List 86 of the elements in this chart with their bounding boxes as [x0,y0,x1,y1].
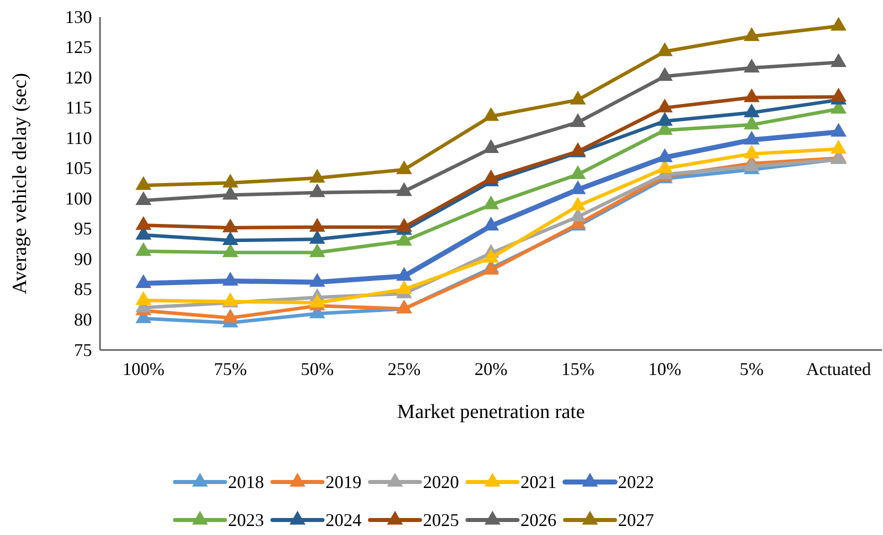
point [830,16,847,31]
point [656,98,673,112]
point [483,248,499,263]
point [483,107,499,121]
legend-label: 2026 [520,510,556,530]
y-tick-label: 80 [74,309,92,330]
y-tick-label: 115 [66,98,92,118]
x-tick-label: Actuated [806,358,872,379]
legend-label: 2021 [520,472,556,492]
point [570,90,586,105]
point [744,144,760,158]
point [309,243,326,258]
point [222,272,238,286]
point [656,112,673,126]
y-tick-label: 95 [74,218,92,239]
y-tick-label: 75 [74,340,92,360]
y-tick-label: 110 [66,128,92,148]
x-tick-label: 100% [122,358,164,379]
point [135,242,152,256]
point [309,230,326,244]
point [830,122,847,137]
point [135,291,152,305]
legend-label: 2024 [326,510,362,530]
point [744,130,760,145]
point [744,157,760,172]
point [656,67,673,81]
point [309,183,326,198]
y-axis-title: Average vehicle delay (sec) [9,72,31,294]
point [744,88,760,102]
point [135,191,152,206]
point [222,218,238,232]
point [222,174,238,188]
y-tick-label: 120 [65,67,92,88]
point [830,88,847,102]
point [570,165,586,180]
y-tick-label: 125 [65,37,92,58]
x-tick-label: 75% [214,358,247,379]
y-tick-label: 105 [65,158,92,178]
x-tick-label: 50% [300,358,334,379]
point [744,27,760,41]
point [744,103,760,118]
point [222,231,238,246]
legend-label: 2023 [228,510,264,530]
x-tick-label: 15% [561,358,594,379]
legend-label: 2022 [618,472,654,492]
point [222,243,238,258]
point [396,182,412,196]
point [830,53,847,68]
point [570,113,586,127]
y-tick-label: 100 [65,188,92,208]
x-tick-label: 10% [648,358,682,379]
point [483,139,499,153]
point [656,148,673,162]
legend-label: 2027 [618,510,654,530]
point [483,216,499,230]
point [656,42,673,56]
x-axis-title: Market penetration rate [397,401,585,423]
point [483,169,499,184]
point [309,218,326,232]
point [135,216,152,230]
point [396,266,412,281]
legend-label: 2020 [423,472,459,492]
point [135,176,152,190]
point [309,272,326,287]
point [222,308,238,323]
y-tick-label: 130 [65,6,92,27]
point [396,160,412,174]
point [222,186,238,200]
x-tick-label: 5% [740,358,764,379]
point [744,116,760,130]
legend-label: 2025 [423,510,459,530]
point [483,195,499,210]
point [309,294,326,308]
y-tick-label: 90 [74,248,92,269]
point [744,58,760,72]
point [570,196,586,211]
point [135,274,152,288]
x-tick-label: 20% [474,358,508,379]
point [396,280,412,294]
legend-label: 2018 [228,472,264,492]
point [830,140,847,154]
point [309,168,326,183]
y-tick-label: 85 [74,279,92,300]
point [396,218,412,232]
x-tick-label: 25% [388,358,421,379]
legend-label: 2019 [326,472,362,492]
